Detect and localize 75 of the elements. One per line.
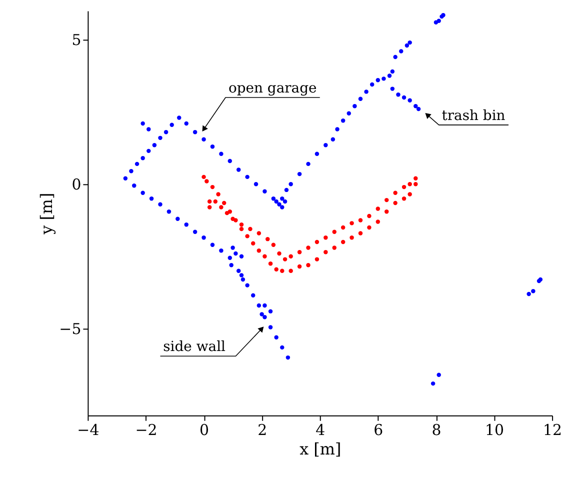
x-tick-label: 6 bbox=[374, 420, 384, 439]
x-tick-label: 2 bbox=[258, 420, 268, 439]
x-tick-label: 12 bbox=[543, 420, 562, 439]
point bbox=[288, 268, 293, 273]
point bbox=[297, 264, 302, 269]
point bbox=[228, 210, 232, 214]
point bbox=[266, 236, 270, 242]
point bbox=[340, 240, 346, 244]
point bbox=[268, 262, 273, 266]
point bbox=[248, 226, 252, 232]
x-axis-title: x [m] bbox=[300, 440, 342, 459]
point bbox=[306, 262, 310, 268]
annotation: side wall bbox=[163, 339, 226, 356]
point bbox=[239, 222, 244, 227]
point bbox=[376, 206, 380, 211]
x-tick-label: −2 bbox=[135, 420, 158, 439]
point bbox=[332, 230, 336, 234]
point bbox=[256, 248, 262, 253]
point bbox=[213, 199, 218, 204]
x-tick-label: 10 bbox=[485, 420, 504, 439]
point bbox=[324, 236, 328, 240]
y-axis-title: y [m] bbox=[37, 192, 56, 236]
point bbox=[262, 254, 267, 259]
point bbox=[306, 246, 310, 250]
point bbox=[210, 184, 215, 190]
y-tick-label: 5 bbox=[72, 31, 82, 50]
y-tick-label: −5 bbox=[59, 320, 82, 338]
point bbox=[216, 192, 220, 196]
point bbox=[274, 267, 278, 272]
point bbox=[393, 190, 398, 195]
y-tick-label: 0 bbox=[72, 176, 82, 194]
point bbox=[384, 210, 389, 214]
point bbox=[219, 205, 224, 210]
x-tick-label: −4 bbox=[77, 420, 100, 439]
point bbox=[204, 179, 209, 184]
point bbox=[314, 240, 320, 244]
point bbox=[277, 251, 282, 256]
point bbox=[245, 234, 250, 238]
point bbox=[256, 231, 262, 236]
point bbox=[207, 199, 212, 204]
point bbox=[384, 198, 389, 202]
point bbox=[414, 176, 418, 180]
point bbox=[376, 220, 380, 224]
point bbox=[358, 231, 363, 236]
point bbox=[408, 192, 412, 196]
point bbox=[350, 236, 354, 240]
point bbox=[408, 182, 412, 186]
point bbox=[340, 225, 346, 230]
point bbox=[414, 182, 418, 186]
point bbox=[251, 241, 256, 246]
point bbox=[288, 254, 293, 259]
point bbox=[202, 174, 206, 180]
annotation: trash bin bbox=[442, 108, 506, 124]
point bbox=[367, 214, 372, 218]
point bbox=[280, 268, 284, 273]
annotation: open garage bbox=[228, 80, 317, 96]
point bbox=[350, 221, 354, 226]
point bbox=[402, 184, 406, 190]
point bbox=[332, 246, 336, 250]
point bbox=[402, 196, 406, 201]
point bbox=[314, 257, 320, 262]
x-tick-label: 0 bbox=[200, 420, 210, 439]
point bbox=[271, 242, 276, 247]
x-tick-label: 8 bbox=[432, 420, 442, 439]
x-tick-label: 4 bbox=[316, 420, 326, 439]
point bbox=[358, 218, 363, 222]
point bbox=[207, 205, 212, 210]
point bbox=[297, 250, 302, 254]
point bbox=[234, 218, 238, 222]
point bbox=[393, 200, 398, 206]
point bbox=[282, 257, 288, 262]
point bbox=[367, 225, 372, 230]
point bbox=[239, 226, 244, 232]
point bbox=[324, 250, 328, 254]
point bbox=[222, 200, 226, 206]
